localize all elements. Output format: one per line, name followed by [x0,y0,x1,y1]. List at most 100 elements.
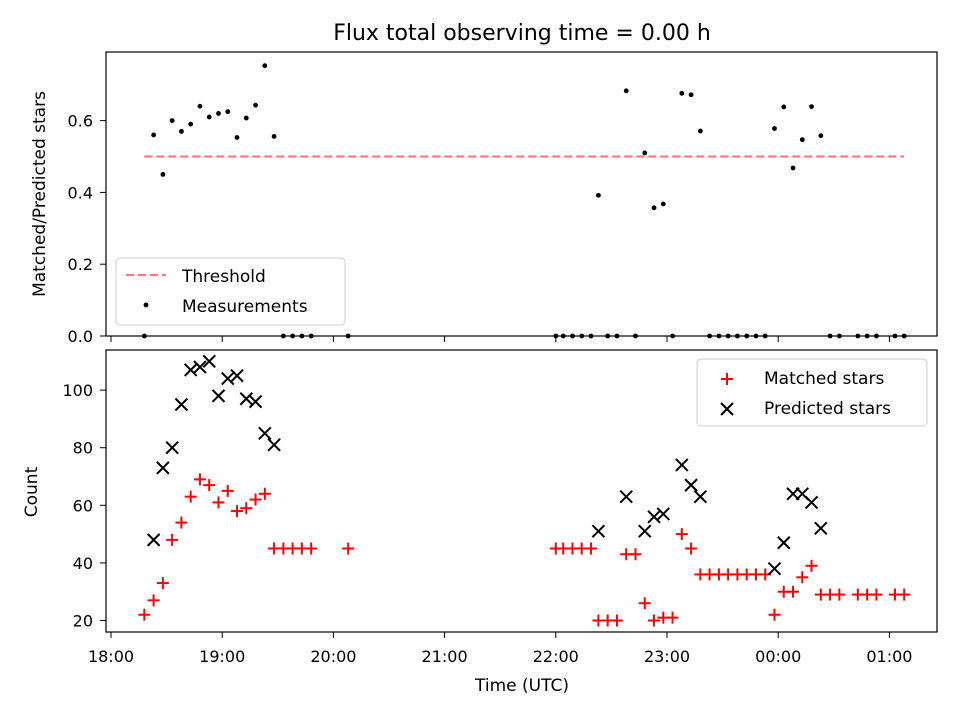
predicted-star-point [221,371,235,386]
predicted-star-point [767,561,782,576]
measurement-point [243,115,249,121]
count-y-tick-label: 100 [62,381,93,400]
ratio-y-tick-label: 0.4 [68,183,93,202]
measurement-point [179,128,184,134]
measurement-point [651,205,657,211]
measurement-point [160,172,166,177]
measurement-point [818,133,824,139]
measurement-point [206,114,212,120]
ratio-y-tick-label: 0.2 [68,255,93,274]
count-x-tick-label: 20:00 [310,647,356,666]
measurement-point [781,104,787,110]
ratio-y-axis: 0.0 0.2 0.4 0.6 [68,112,106,346]
ratio-legend-box [115,257,346,326]
predicted-star-point [804,495,819,510]
matched-star-point [666,611,679,624]
measurement-point [799,137,805,143]
matched-star-point [787,585,800,598]
measurement-point [197,103,203,109]
matched-star-point [648,614,661,627]
measurement-point [596,192,601,198]
count-y-tick-label: 40 [73,554,93,573]
predicted-star-point [183,363,198,377]
measurement-point [188,121,194,127]
ratio-y-axis-label: Matched/Predicted stars [30,91,50,297]
matched-star-point [898,588,911,601]
predicted-legend-swatch [720,402,734,416]
matched-star-point [796,571,809,584]
matched-star-point [675,528,688,541]
predicted-star-point [174,397,189,412]
measurement-point [688,92,694,98]
matched-star-point [231,505,244,518]
predicted-star-point [267,438,281,452]
matched-star-point [156,577,169,590]
count-x-tick-label: 18:00 [88,647,134,666]
predicted-star-point [165,440,179,455]
measurement-point [262,63,268,69]
predicted-star-point [202,354,216,369]
matched-star-point [249,493,262,506]
count-y-tick-label: 20 [73,612,93,631]
ratio-y-tick-label: 0.0 [68,327,93,346]
matched-star-point [184,490,197,503]
matched-star-point [610,614,623,627]
matched-star-point [585,542,598,555]
measurement-point [697,128,703,134]
measurement-point [151,132,157,138]
predicted-star-point [258,426,272,441]
measurement-point [253,102,258,108]
ratio-y-tick-label: 0.6 [68,112,93,131]
count-x-tick-label: 21:00 [422,647,468,666]
predicted-star-point [230,368,244,383]
measurement-point [623,88,629,94]
predicted-star-point [684,478,698,492]
count-y-axis: 20 40 60 80 100 [62,381,106,631]
ratio-legend: Threshold Measurements [115,257,346,326]
count-legend: Matched stars Predicted stars [696,358,928,427]
matched-star-point [258,487,271,500]
matched-star-point [833,588,846,601]
measurement-point [809,104,814,109]
predicted-star-point [656,507,671,521]
measurement-point [234,135,240,140]
matched-star-point [138,608,151,621]
matched-legend-label: Matched stars [764,369,884,389]
matched-stars-series [138,473,911,627]
matched-star-point [305,542,318,555]
predicted-star-point [777,536,791,550]
count-y-tick-label: 80 [73,439,93,458]
count-x-tick-label: 01:00 [866,647,912,666]
matched-star-point [175,516,188,529]
matched-star-point [805,559,818,572]
matched-star-point [685,542,698,555]
count-panel: 20 40 60 80 100 Count 18:00 19:00 20:00 21:00 22… [22,349,938,696]
matched-star-point [870,588,883,601]
count-x-axis: 18:00 19:00 20:00 21:00 22:00 23:00 00:00 01:00 [88,632,912,666]
count-x-tick-label: 22:00 [533,647,579,666]
ratio-x-axis [110,336,890,342]
threshold-legend-label: Threshold [181,267,266,287]
matched-star-point [203,479,216,492]
predicted-stars-series [146,354,828,576]
matched-star-point [240,502,253,515]
predicted-star-point [638,524,652,538]
measurements-legend-label: Measurements [182,297,308,317]
matched-star-point [166,533,179,546]
count-x-tick-label: 19:00 [199,647,245,666]
predicted-star-point [814,521,828,536]
measurement-point [216,111,221,116]
count-y-tick-label: 60 [73,496,93,515]
ratio-plot-frame [105,51,938,337]
predicted-star-point [647,510,661,524]
predicted-star-point [693,489,708,504]
count-x-axis-label: Time (UTC) [474,676,569,696]
predicted-star-point [193,360,207,374]
predicted-star-point [146,533,161,547]
matched-star-point [193,473,206,486]
measurement-series [141,63,907,339]
measurement-point [679,90,685,96]
count-plot-frame [105,349,938,633]
measurements-legend-swatch [143,302,149,308]
predicted-star-point [156,461,170,475]
